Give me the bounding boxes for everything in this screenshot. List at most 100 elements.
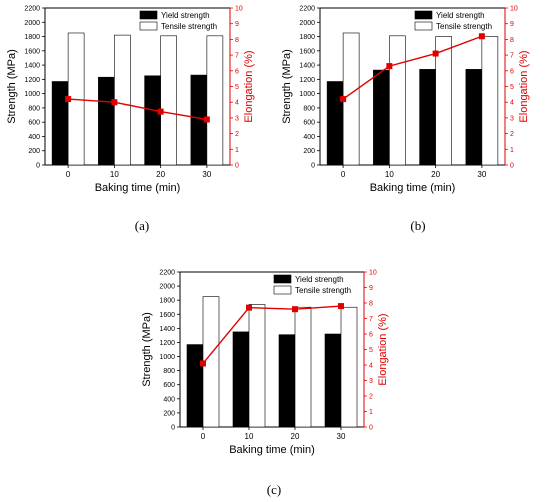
right-tick-label: 10 (510, 6, 518, 13)
right-tick-label: 7 (510, 53, 514, 60)
elongation-point (65, 96, 72, 103)
right-tick-label: 5 (235, 84, 239, 91)
elongation-point (386, 63, 393, 70)
tensile-strength-bar (160, 35, 177, 166)
right-tick-label: 0 (510, 163, 514, 170)
tensile-strength-bar (294, 306, 312, 428)
left-tick-label: 800 (163, 368, 175, 375)
left-tick-label: 800 (303, 105, 315, 112)
y2-axis-title: Elongation (%) (377, 313, 389, 385)
tensile-strength-bar (481, 36, 499, 166)
elongation-point (157, 108, 164, 115)
y2-axis-title: Elongation (%) (243, 50, 255, 122)
yield-strength-bar (465, 69, 483, 166)
yield-strength-bar (98, 76, 115, 166)
right-tick-label: 9 (235, 21, 239, 28)
left-tick-label: 1200 (159, 340, 175, 347)
left-tick-label: 0 (171, 425, 175, 432)
chart-panel-b: 0200400600800100012001400160018002000220… (281, 6, 530, 195)
left-tick-label: 1800 (24, 34, 40, 41)
elongation-point (111, 99, 118, 106)
left-tick-label: 1600 (159, 312, 175, 319)
right-tick-label: 2 (235, 131, 239, 138)
left-tick-label: 1000 (159, 354, 175, 361)
x-axis-title: Baking time (min) (229, 444, 315, 456)
legend-label-tensile: Tensile strength (436, 22, 492, 31)
left-tick-label: 600 (303, 120, 315, 127)
left-tick-label: 600 (28, 120, 40, 127)
elongation-point (432, 50, 439, 57)
left-tick-label: 200 (303, 148, 315, 155)
left-tick-label: 600 (163, 382, 175, 389)
right-tick-label: 10 (369, 270, 377, 277)
legend-swatch-yield (273, 274, 292, 284)
right-tick-label: 6 (369, 332, 373, 339)
right-tick-label: 1 (510, 147, 514, 154)
yield-strength-bar (144, 75, 161, 166)
left-tick-label: 1400 (159, 326, 175, 333)
left-tick-label: 2200 (24, 6, 40, 13)
x-tick-label: 10 (385, 170, 394, 179)
right-tick-label: 3 (369, 378, 373, 385)
right-tick-label: 4 (235, 100, 239, 107)
right-tick-label: 7 (369, 316, 373, 323)
right-tick-label: 3 (510, 115, 514, 122)
legend-label-yield: Yield strength (295, 275, 344, 284)
yield-strength-bar (373, 69, 390, 166)
left-tick-label: 1400 (299, 63, 315, 70)
left-tick-label: 2200 (299, 6, 315, 13)
left-tick-label: 400 (163, 396, 175, 403)
x-tick-label: 30 (202, 170, 211, 179)
y-axis-title: Strength (MPa) (141, 312, 153, 387)
elongation-point (340, 96, 347, 103)
left-tick-label: 0 (311, 163, 315, 170)
right-tick-label: 10 (235, 6, 243, 13)
elongation-point (203, 116, 210, 123)
chart-panel-a: 0200400600800100012001400160018002000220… (6, 6, 255, 195)
x-tick-label: 10 (110, 170, 119, 179)
tensile-strength-bar (206, 35, 224, 166)
yield-strength-bar (186, 344, 204, 428)
y-axis-title: Strength (MPa) (281, 49, 293, 124)
right-tick-label: 5 (369, 347, 373, 354)
right-tick-label: 8 (369, 301, 373, 308)
right-tick-label: 3 (235, 115, 239, 122)
x-axis-title: Baking time (min) (95, 182, 181, 194)
elongation-line (202, 305, 342, 364)
legend-swatch-yield (414, 10, 433, 20)
left-tick-label: 1600 (24, 48, 40, 55)
x-tick-label: 0 (201, 432, 206, 441)
yield-strength-bar (326, 81, 344, 166)
legend-swatch-tensile (414, 21, 433, 31)
elongation-point (338, 303, 344, 310)
legend-label-tensile: Tensile strength (161, 22, 217, 31)
right-tick-label: 1 (235, 147, 239, 154)
left-tick-label: 1200 (24, 77, 40, 84)
left-tick-label: 0 (36, 163, 40, 170)
y2-axis-title: Elongation (%) (518, 50, 530, 122)
left-tick-label: 1800 (299, 34, 315, 41)
left-tick-label: 1000 (299, 91, 315, 98)
legend-label-tensile: Tensile strength (295, 286, 351, 295)
yield-strength-bar (51, 81, 69, 166)
right-tick-label: 9 (510, 21, 514, 28)
left-tick-label: 1000 (24, 91, 40, 98)
legend-label-yield: Yield strength (161, 11, 210, 20)
chart-panel-c: 0200400600800100012001400160018002000220… (141, 270, 389, 457)
elongation-point (246, 304, 252, 311)
x-tick-label: 20 (291, 432, 300, 441)
right-tick-label: 4 (510, 100, 514, 107)
elongation-point (478, 33, 485, 40)
caption-c: (c) (267, 482, 281, 497)
elongation-line (68, 98, 207, 121)
x-tick-label: 0 (341, 170, 346, 179)
tensile-strength-bar (340, 306, 358, 428)
right-tick-label: 4 (369, 363, 373, 370)
legend-swatch-yield (139, 10, 158, 20)
right-tick-label: 9 (369, 285, 373, 292)
x-tick-label: 20 (156, 170, 165, 179)
right-tick-label: 6 (510, 68, 514, 75)
left-tick-label: 2000 (299, 20, 315, 27)
left-tick-label: 1600 (299, 48, 315, 55)
